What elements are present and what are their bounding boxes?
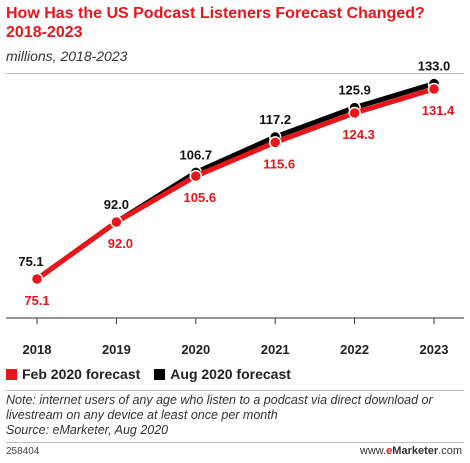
x-tick-label: 2023	[420, 342, 449, 357]
data-point-feb	[110, 215, 123, 229]
legend-item-feb: Feb 2020 forecast	[6, 366, 140, 382]
data-label-feb: 131.4	[422, 103, 455, 118]
data-label-feb: 124.3	[342, 127, 375, 142]
x-tick-label: 2020	[181, 342, 210, 357]
data-label-feb: 75.1	[24, 293, 49, 308]
x-tick-label: 2022	[340, 342, 369, 357]
bottom-divider	[6, 442, 464, 443]
legend-item-aug: Aug 2020 forecast	[154, 366, 291, 382]
brand-logo: www.eMarketer.com	[359, 445, 462, 457]
data-point-feb	[189, 169, 203, 183]
data-label-aug: 133.0	[418, 59, 451, 74]
legend: Feb 2020 forecast Aug 2020 forecast	[6, 366, 305, 382]
data-label-aug: 106.7	[180, 147, 213, 162]
legend-label-feb: Feb 2020 forecast	[22, 366, 141, 382]
chart-title: How Has the US Podcast Listeners Forecas…	[6, 5, 425, 41]
note-text: Note: internet users of any age who list…	[6, 393, 433, 422]
top-divider	[6, 73, 464, 74]
footnote: Note: internet users of any age who list…	[6, 393, 464, 438]
data-label-aug: 92.0	[104, 197, 129, 212]
x-tick-label: 2018	[23, 342, 52, 357]
legend-swatch-aug	[154, 368, 166, 380]
line-chart: 2018 2019 2020 2021 2022 2023 75.1 92.0 106.7 117…	[6, 59, 464, 357]
legend-swatch-feb	[6, 368, 17, 380]
x-tick-label: 2021	[261, 342, 290, 357]
data-label-aug: 75.1	[18, 254, 43, 269]
data-label-feb: 92.0	[108, 236, 133, 251]
chart-id: 258404	[6, 446, 40, 457]
legend-label-aug: Aug 2020 forecast	[170, 366, 291, 382]
data-label-feb: 105.6	[184, 190, 217, 205]
data-label-aug: 125.9	[338, 83, 371, 98]
mid-divider	[6, 390, 464, 391]
data-label-feb: 115.6	[263, 156, 295, 171]
chart-subtitle: millions, 2018-2023	[6, 48, 128, 64]
data-point-feb	[427, 82, 441, 96]
source-text: Source: eMarketer, Aug 2020	[6, 423, 169, 437]
data-point-feb	[268, 136, 282, 149]
series-line-feb	[34, 86, 437, 282]
x-tick-label: 2019	[102, 342, 131, 357]
data-point-feb	[348, 106, 361, 120]
data-point-feb	[30, 272, 44, 286]
series-line-aug	[34, 81, 437, 282]
data-label-aug: 117.2	[259, 112, 291, 127]
